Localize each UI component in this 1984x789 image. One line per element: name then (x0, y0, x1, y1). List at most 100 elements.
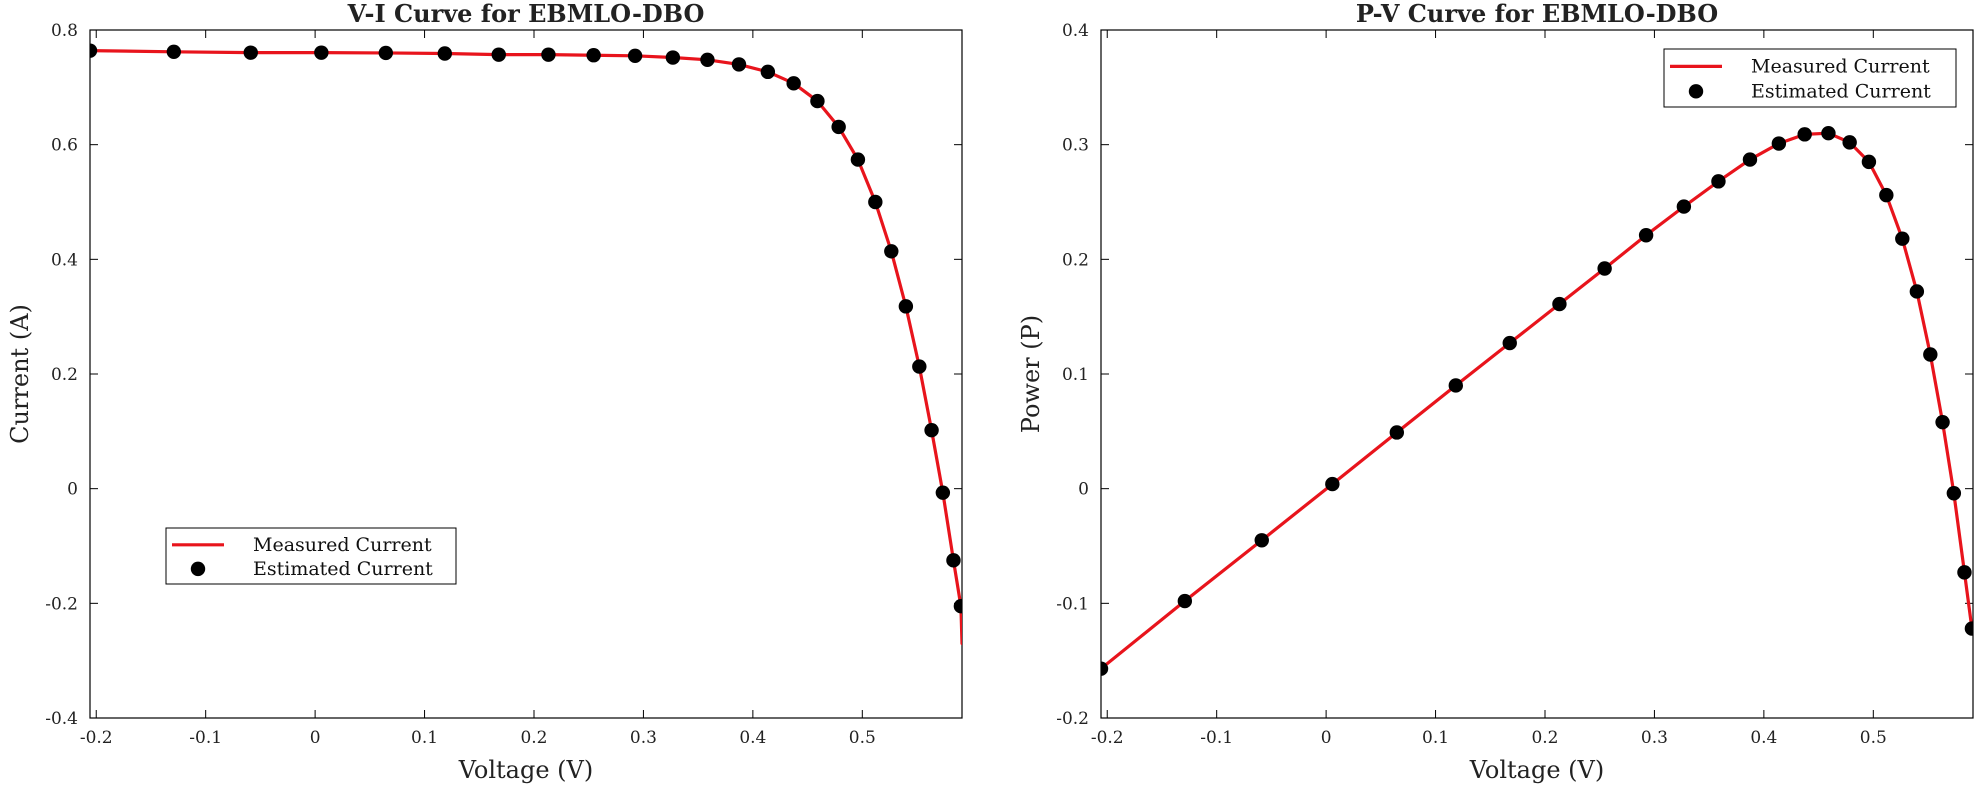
estimated-current-point (314, 45, 329, 60)
estimated-current-point (243, 45, 258, 60)
y-tick-label: 0 (1078, 480, 1089, 500)
series-group (90, 43, 962, 646)
y-tick-label: 0.2 (1062, 250, 1089, 270)
y-tick-label: -0.2 (1056, 709, 1089, 729)
x-tick-label: 0.3 (1641, 728, 1668, 748)
estimated-current-point (1389, 425, 1405, 440)
estimated-current-point (586, 48, 601, 63)
estimated-current-point (831, 119, 846, 135)
y-tick-label: 0.4 (1062, 21, 1089, 41)
series-group (1101, 126, 1973, 676)
estimated-current-point (1957, 565, 1972, 580)
estimated-current-point (541, 47, 556, 62)
estimated-current-point (1895, 231, 1910, 246)
plot-area-frame (89, 29, 963, 719)
estimated-current-point (810, 93, 825, 109)
estimated-current-point (1552, 296, 1567, 312)
y-axis-label: Power (P) (1017, 315, 1045, 433)
estimated-current-point (1946, 486, 1962, 501)
estimated-current-point (90, 43, 98, 58)
y-tick-label: 0.3 (1062, 136, 1089, 156)
x-tick-label: 0.3 (630, 728, 657, 748)
estimated-current-point (912, 359, 927, 374)
x-axis-label: Voltage (V) (1469, 756, 1604, 784)
chart-title: V-I Curve for EBMLO-DBO (347, 0, 705, 28)
legend-box (165, 527, 457, 585)
estimated-current-point (491, 47, 506, 62)
estimated-current-point (868, 194, 883, 210)
x-tick-label: 0 (310, 728, 321, 748)
estimated-current-point (1742, 152, 1758, 167)
vi-chart: V-I Curve for EBMLO-DBO -0.2 -0.1 0 0.1 0.2 0.… (6, 0, 963, 784)
y-tick-label: -0.4 (45, 709, 78, 729)
estimated-current-point (731, 57, 747, 72)
y-tick-label: -0.1 (1056, 594, 1089, 614)
estimated-current-point (1797, 127, 1812, 142)
estimated-current-point (1923, 347, 1938, 362)
estimated-current-point (1842, 135, 1857, 150)
legend-marker-swatch (190, 561, 206, 577)
estimated-current-point (1254, 533, 1269, 548)
estimated-current-point (935, 485, 951, 500)
chart-title: P-V Curve for EBMLO-DBO (1356, 0, 1718, 28)
measured-current-line (1101, 131, 1973, 671)
legend-entry-label: Estimated Current (253, 558, 433, 580)
estimated-current-point (378, 45, 394, 61)
y-tick-label: -0.2 (45, 594, 78, 614)
estimated-current-point (166, 44, 182, 59)
legend-box (1663, 48, 1957, 108)
estimated-current-point (898, 299, 914, 314)
estimated-current-point (437, 46, 452, 61)
y-tick-label: 0 (67, 480, 78, 500)
y-tick-label: 0.4 (51, 250, 78, 270)
y-tick-label: 0.1 (1062, 365, 1089, 385)
x-tick-label: 0.2 (520, 728, 547, 748)
legend: Measured Current Estimated Current (1663, 48, 1957, 108)
plot-area-frame (1100, 29, 1974, 719)
estimated-current-point (1597, 261, 1612, 276)
estimated-current-point (1935, 414, 1950, 430)
estimated-current-point (884, 244, 899, 259)
y-tick-label: 0.6 (51, 136, 78, 156)
x-tick-label: -0.1 (189, 728, 222, 748)
estimated-current-point (627, 48, 643, 63)
x-tick-label: 0.4 (739, 728, 766, 748)
x-tick-label: 0.1 (411, 728, 438, 748)
estimated-current-point (1821, 126, 1836, 141)
x-tick-label: -0.1 (1200, 728, 1233, 748)
estimated-current-point (786, 76, 801, 91)
estimated-current-point (1502, 335, 1517, 351)
legend-marker-swatch (1688, 84, 1704, 99)
estimated-current-point (946, 553, 961, 568)
x-tick-label: 0.2 (1531, 728, 1558, 748)
estimated-current-point (700, 52, 715, 68)
estimated-current-point (953, 599, 962, 614)
x-tick-label: 0.1 (1422, 728, 1449, 748)
y-axis-label: Current (A) (6, 304, 34, 444)
y-tick-label: 0.8 (51, 21, 78, 41)
estimated-current-point (1861, 154, 1877, 170)
legend-entry-label: Measured Current (1751, 55, 1930, 77)
estimated-current-point (850, 152, 866, 167)
estimated-current-point (1638, 228, 1654, 243)
estimated-current-point (1964, 621, 1973, 636)
estimated-current-point (924, 422, 939, 438)
x-tick-label: 0.4 (1750, 728, 1777, 748)
x-tick-label: -0.2 (1091, 728, 1124, 748)
legend-entry-label: Estimated Current (1751, 80, 1931, 102)
x-tick-label: 0 (1321, 728, 1332, 748)
x-tick-label: -0.2 (80, 728, 113, 748)
estimated-current-point (665, 50, 681, 65)
estimated-current-point (760, 64, 776, 80)
estimated-current-point (1177, 593, 1193, 609)
pv-chart: P-V Curve for EBMLO-DBO -0.2 -0.1 0 0.1 0.2 0.… (1017, 0, 1974, 784)
estimated-current-point (1101, 661, 1109, 676)
x-tick-label: 0.5 (849, 728, 876, 748)
estimated-current-point (1325, 476, 1340, 492)
estimated-current-point (1879, 187, 1894, 203)
legend-entry-label: Measured Current (253, 534, 432, 556)
x-axis-label: Voltage (V) (458, 756, 593, 784)
x-tick-label: 0.5 (1860, 728, 1887, 748)
